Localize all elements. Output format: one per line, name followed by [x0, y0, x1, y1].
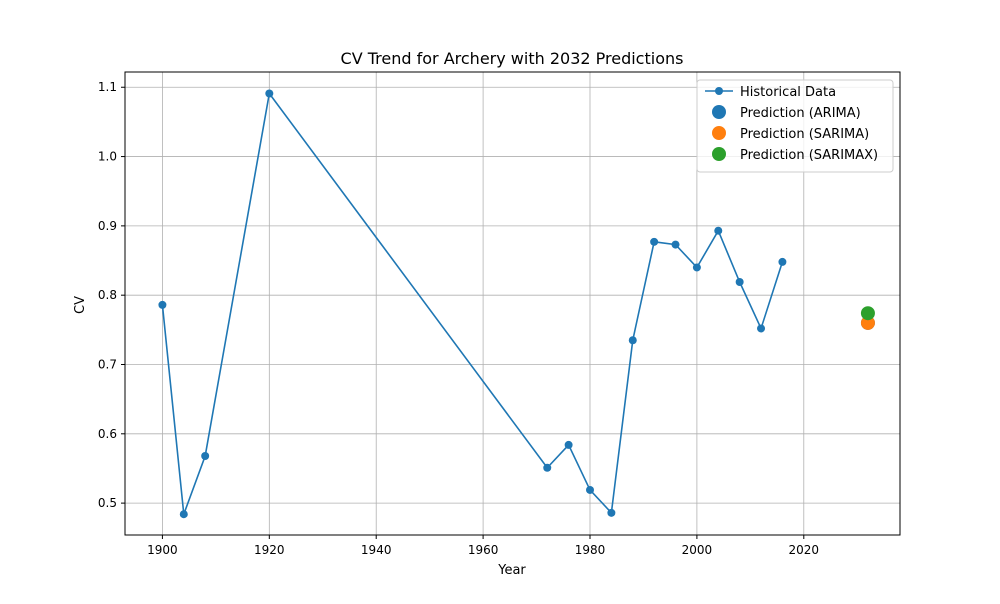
- series-2: [860, 315, 875, 330]
- legend: Historical Data Prediction (ARIMA) Predict…: [696, 79, 894, 173]
- historical-point: [543, 463, 552, 472]
- y-tick-label: 0.8: [98, 288, 117, 302]
- legend-item: Prediction (SARIMA): [712, 126, 869, 142]
- historical-point: [778, 257, 787, 266]
- historical-point: [564, 440, 573, 449]
- x-tick-label: 1960: [468, 543, 499, 557]
- legend-label: Prediction (SARIMAX): [740, 148, 878, 163]
- historical-point: [714, 226, 723, 235]
- plot-frame: [124, 71, 901, 536]
- y-tick-label: 0.6: [98, 427, 117, 441]
- legend-item: Historical Data: [705, 85, 836, 100]
- historical-line: [161, 91, 784, 515]
- plot-series: [158, 89, 875, 519]
- historical-point: [628, 336, 637, 345]
- legend-marker-swatch: [712, 147, 726, 161]
- y-tick-label: 0.9: [98, 219, 117, 233]
- legend-marker-swatch: [712, 126, 726, 140]
- legend-marker-swatch: [715, 87, 723, 95]
- legend-label: Prediction (ARIMA): [740, 106, 861, 121]
- prediction-point: [860, 315, 875, 330]
- historical-point: [735, 278, 744, 287]
- y-tick-label: 1.1: [98, 80, 117, 94]
- x-tick-label: 1920: [254, 543, 285, 557]
- historical-point: [586, 485, 594, 494]
- y-tick-label: 0.5: [98, 496, 117, 510]
- x-tick-label: 2020: [789, 543, 820, 557]
- legend-box: [696, 79, 894, 173]
- historical-point: [607, 508, 616, 517]
- historical-point: [201, 451, 210, 460]
- y-tick-label: 1.0: [98, 150, 117, 164]
- legend-label: Prediction (SARIMA): [740, 127, 869, 142]
- historical-point: [757, 324, 766, 333]
- legend-marker-swatch: [712, 105, 726, 119]
- legend-item: Prediction (ARIMA): [712, 105, 861, 121]
- x-tick-label: 1980: [575, 543, 606, 557]
- historical-point: [158, 300, 167, 309]
- series-3: [860, 306, 875, 321]
- x-tick-label: 1900: [147, 543, 178, 557]
- x-tick-label: 2000: [682, 543, 713, 557]
- x-axis-label: Year: [497, 563, 526, 578]
- historical-point: [650, 237, 659, 246]
- y-axis-label: CV: [73, 296, 88, 314]
- historical-point: [671, 240, 680, 249]
- historical-point: [692, 263, 701, 272]
- x-tick-label: 1940: [361, 543, 392, 557]
- legend-item: Prediction (SARIMAX): [712, 147, 878, 163]
- historical-point: [265, 89, 274, 98]
- legend-label: Historical Data: [740, 85, 836, 100]
- prediction-point: [860, 306, 875, 321]
- axes: 1900 1920 1940 1960 1980 2000 2020 0.5 0.6 0.7 0.8…: [98, 71, 901, 557]
- series-0: [158, 89, 787, 519]
- y-tick-label: 0.7: [98, 357, 117, 371]
- historical-point: [179, 510, 188, 519]
- chart-title: CV Trend for Archery with 2032 Predictio…: [341, 49, 684, 68]
